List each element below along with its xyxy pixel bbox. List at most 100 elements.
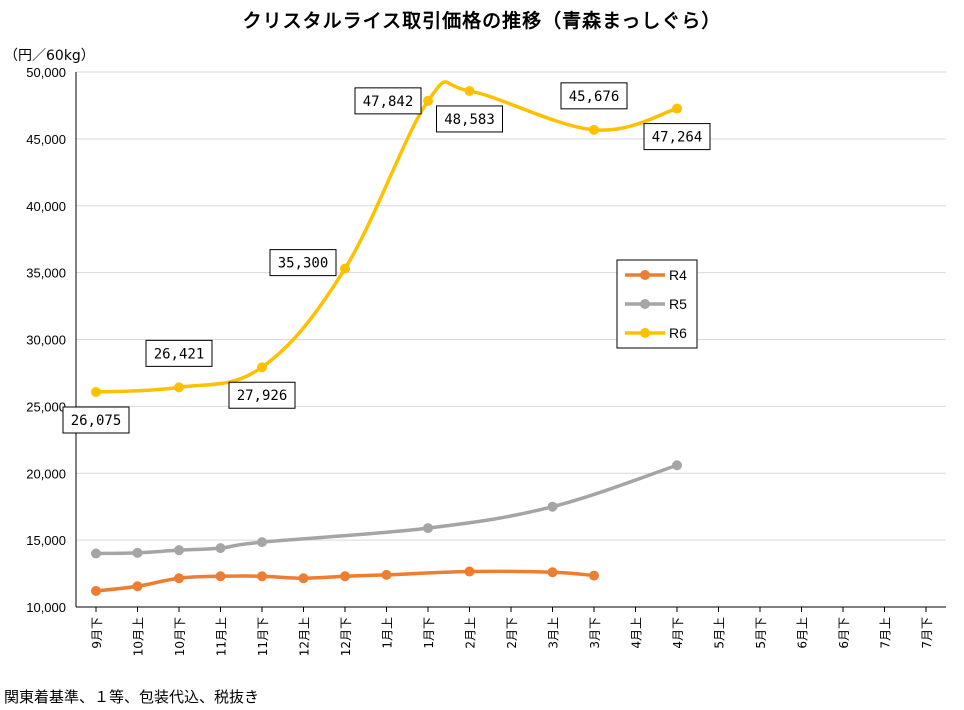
data-label-box [228,381,296,409]
x-tick-label: 11月下 [256,617,270,656]
legend-label: R4 [669,267,687,283]
y-tick-label: 20,000 [26,466,66,481]
axes: 10,000 15,000 20,000 25,000 30,000 35,000 40,0… [26,65,946,656]
legend-swatch-marker [640,270,650,280]
data-labels: 26,075 26,421 27,926 35,300 47,842 48,583 45,6… [62,82,711,434]
x-tick-label: 5月下 [754,617,768,649]
data-point-R4 [91,585,101,596]
footnote: 関東着基準、１等、包装代込、税抜き [4,688,260,706]
y-axis-unit-label: （円／60kg） [4,48,95,64]
x-tick-label: 9月下 [90,617,104,649]
data-label-box [269,249,337,277]
x-tick-label: 5月上 [713,617,727,649]
data-label-text: 45,676 [569,89,620,105]
data-label: 47,264 [643,123,711,151]
data-label-text: 47,842 [363,94,414,110]
data-label-text: 27,926 [237,388,288,404]
x-tick-label: 7月上 [879,617,893,649]
data-point-R6 [340,263,350,274]
x-tick-label: 4月上 [630,617,644,649]
data-label: 26,421 [145,339,213,367]
legend-item-R5: R5 [625,296,687,312]
x-tick-label: 4月下 [671,617,685,649]
y-tick-label: 15,000 [26,533,66,548]
x-tick-label: 10月下 [173,617,187,656]
data-point-R5 [547,501,558,512]
legend-swatch-marker [640,299,650,309]
data-label: 45,676 [560,82,628,110]
data-point-R6 [423,95,433,106]
y-tick-label: 40,000 [26,199,66,214]
data-point-R6 [174,382,184,393]
data-point-R4 [132,581,143,592]
y-tick-label: 25,000 [26,399,66,414]
gridlines [76,71,946,541]
data-point-R4 [464,566,475,577]
data-label-box [643,123,711,151]
series-lines [91,80,682,596]
data-label-text: 48,583 [444,112,495,128]
data-point-R4 [174,573,184,584]
y-tick-label: 35,000 [26,266,66,281]
data-label-box [62,406,130,434]
data-point-R6 [589,124,599,135]
y-tick-label: 50,000 [26,65,66,80]
data-label-text: 35,300 [278,256,329,272]
chart-title: クリスタルライス取引価格の推移（青森まっしぐら） [242,10,722,32]
data-label-box [560,82,628,110]
x-tick-label: 7月下 [920,617,934,649]
data-point-R4 [547,567,558,578]
data-point-R6 [464,85,475,96]
x-tick-label: 12月下 [339,617,353,656]
data-point-R6 [672,103,682,114]
data-point-R5 [423,523,433,534]
data-label-text: 47,264 [652,130,703,146]
data-point-R4 [215,571,226,582]
data-point-R5 [132,547,143,558]
x-tick-label: 12月上 [298,617,312,656]
y-tick-label: 10,000 [26,600,66,615]
data-label: 27,926 [228,381,296,409]
data-label-text: 26,075 [71,413,122,429]
x-tick-label: 10月上 [132,617,146,656]
data-label: 26,075 [62,406,130,434]
x-tick-label: 3月上 [547,617,561,649]
x-tick-label: 6月上 [796,617,810,649]
data-point-R5 [91,548,101,559]
series-line-R4 [95,569,595,593]
legend-item-R6: R6 [625,325,687,341]
data-point-R5 [174,545,184,556]
x-tick-label: 1月下 [422,617,436,649]
data-label: 47,842 [354,87,422,115]
series-line-R6 [95,80,678,394]
x-tick-label: 2月上 [464,617,478,649]
data-point-R4 [381,569,392,580]
x-tick-label: 2月下 [505,617,519,649]
data-point-R6 [91,386,101,397]
data-label-box [145,339,213,367]
legend-swatch-marker [640,328,650,338]
x-tick-label: 6月下 [837,617,851,649]
legend-item-R4: R4 [625,267,687,283]
data-point-R4 [298,573,309,584]
data-point-R5 [215,543,226,554]
data-label-box [354,87,422,115]
data-point-R4 [257,571,267,582]
y-tick-label: 45,000 [26,132,66,147]
data-label: 35,300 [269,249,337,277]
data-point-R6 [257,362,267,373]
data-label-text: 26,421 [154,346,205,362]
legend-label: R5 [669,296,687,312]
y-tick-label: 30,000 [26,333,66,348]
legend: R4 R5 R6 [616,259,698,349]
data-point-R5 [672,460,682,471]
data-point-R4 [589,570,599,581]
x-tick-label: 3月下 [588,617,602,649]
legend-label: R6 [669,325,687,341]
data-label-box [436,105,503,133]
x-tick-label: 1月上 [381,617,395,649]
data-point-R4 [340,571,350,582]
data-point-R5 [257,537,267,548]
data-label: 48,583 [436,105,503,133]
